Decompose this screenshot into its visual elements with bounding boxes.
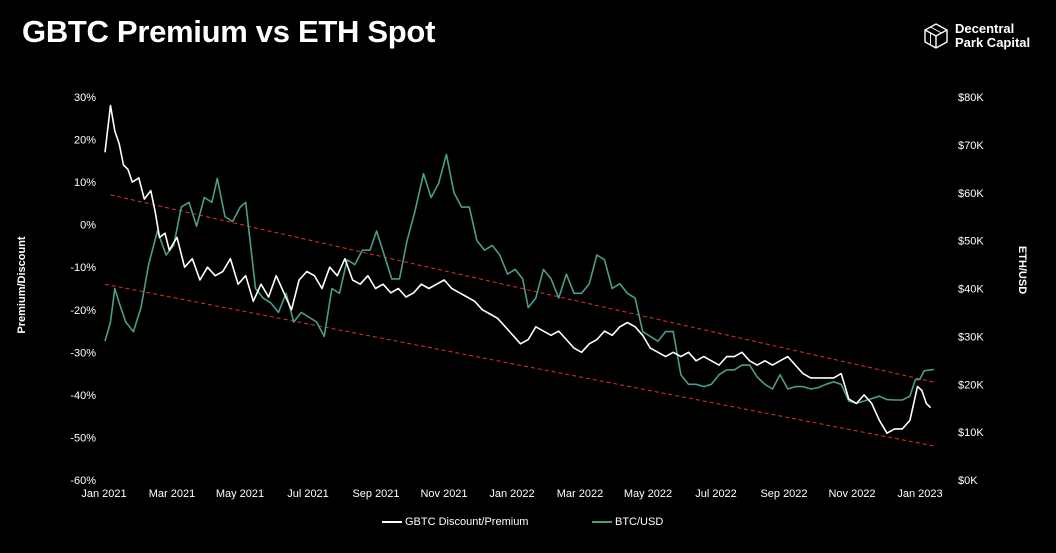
x-axis-tick-label: Jan 2023 [897, 488, 942, 500]
x-axis-tick-label: Jan 2021 [81, 488, 126, 500]
right-axis-tick-label: $40K [958, 284, 984, 296]
trend-line-1 [110, 194, 935, 383]
left-axis-tick-label: -10% [70, 262, 96, 274]
x-axis-tick-label: May 2022 [624, 488, 672, 500]
left-axis-tick-label: 10% [74, 177, 96, 189]
brand-line-2: Park Capital [955, 35, 1031, 50]
trend-lines [104, 194, 935, 447]
x-axis-tick-label: Mar 2021 [149, 488, 195, 500]
x-axis-tick-label: Jul 2022 [695, 488, 737, 500]
left-axis-ticks: 30% 20% 10% 0% -10% -20% -30% -40% -50% -60% [70, 92, 96, 487]
brand: Decentral Park Capital [923, 22, 1030, 50]
series-lines [104, 104, 935, 434]
right-axis-ticks: $80K $70K $60K $50K $40K $30K $20K $10K $0K [958, 92, 984, 487]
series-line-price [104, 153, 935, 405]
x-axis-tick-label: Nov 2022 [828, 488, 875, 500]
left-axis-tick-label: -60% [70, 475, 96, 487]
x-axis-tick-label: Jan 2022 [489, 488, 534, 500]
legend-swatch-price [592, 521, 612, 523]
x-axis-tick-label: Nov 2021 [420, 488, 467, 500]
cube-logo-icon [924, 23, 948, 49]
left-axis-tick-label: -30% [70, 347, 96, 359]
series-line-premium [104, 104, 932, 434]
left-axis-tick-label: -50% [70, 432, 96, 444]
legend-swatch-premium [382, 521, 402, 523]
right-axis-tick-label: $50K [958, 236, 984, 248]
left-axis-tick-label: 0% [80, 220, 96, 232]
legend: GBTC Discount/Premium BTC/USD [0, 516, 1056, 534]
brand-name: Decentral Park Capital [955, 22, 1030, 50]
right-axis-tick-label: $10K [958, 427, 984, 439]
x-axis-ticks: Jan 2021 Mar 2021 May 2021 Jul 2021 Sep 2021… [81, 488, 942, 500]
left-axis-tick-label: -20% [70, 305, 96, 317]
right-axis-tick-label: $30K [958, 331, 984, 343]
left-axis-tick-label: -40% [70, 390, 96, 402]
right-axis-tick-label: $60K [958, 188, 984, 200]
x-axis-tick-label: Jul 2021 [287, 488, 329, 500]
right-axis-tick-label: $70K [958, 140, 984, 152]
x-axis-tick-label: May 2021 [216, 488, 264, 500]
legend-item-premium: GBTC Discount/Premium [382, 516, 528, 528]
legend-label-premium: GBTC Discount/Premium [405, 516, 529, 528]
left-axis-tick-label: 20% [74, 135, 96, 147]
left-axis-tick-label: 30% [74, 92, 96, 104]
x-axis-tick-label: Mar 2022 [557, 488, 603, 500]
right-axis-label: ETH/USD [1016, 246, 1028, 294]
x-axis-tick-label: Sep 2022 [760, 488, 807, 500]
right-axis-tick-label: $80K [958, 92, 984, 104]
x-axis-tick-label: Sep 2021 [352, 488, 399, 500]
right-axis-tick-label: $0K [958, 475, 978, 487]
left-axis-label: Premium/Discount [16, 236, 28, 334]
brand-line-1: Decentral [955, 21, 1015, 36]
chart-title: GBTC Premium vs ETH Spot [22, 14, 436, 49]
right-axis-tick-label: $20K [958, 379, 984, 391]
trend-line-2 [104, 283, 935, 447]
legend-item-price: BTC/USD [592, 516, 663, 528]
legend-label-price: BTC/USD [615, 516, 664, 528]
